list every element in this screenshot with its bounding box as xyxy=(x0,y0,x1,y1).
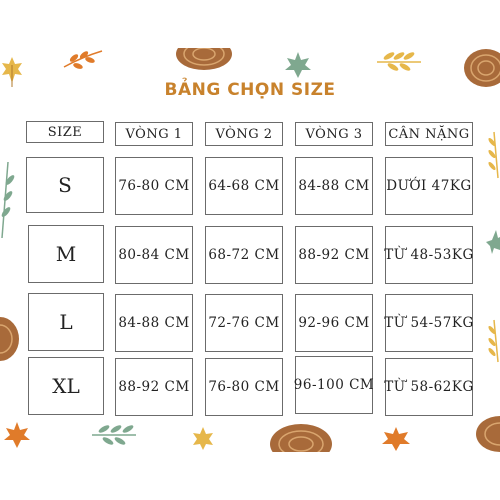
weight-cell: TỪ 58-62KG xyxy=(384,358,473,416)
vong-1-cell: 84-88 CM xyxy=(115,294,193,352)
leaf-sprig-icon xyxy=(488,319,499,363)
leaf-sprig-icon xyxy=(92,425,136,445)
autumn-leaf-icon xyxy=(193,427,213,450)
wood-slice-icon xyxy=(476,416,500,452)
vong-2-cell: 72-76 CM xyxy=(205,294,283,352)
size-cell: M xyxy=(28,225,104,283)
leaf-sprig-icon xyxy=(1,161,15,239)
vong-3-cell: 88-92 CM xyxy=(295,226,373,284)
vong-2-cell: 64-68 CM xyxy=(205,157,283,215)
size-cell: L xyxy=(28,293,104,351)
page-title: BẢNG CHỌN SIZE xyxy=(164,80,336,100)
vong-3-cell: 84-88 CM xyxy=(295,157,373,215)
header-can-nang: CÂN NẶNG xyxy=(385,122,473,146)
vong-3-cell: 96-100 CM xyxy=(294,356,374,414)
header-size: SIZE xyxy=(26,121,104,143)
vong-2-cell: 68-72 CM xyxy=(205,226,283,284)
vong-2-cell: 76-80 CM xyxy=(205,358,283,416)
weight-cell: TỪ 48-53KG xyxy=(384,226,473,284)
autumn-leaf-icon xyxy=(2,57,22,87)
size-cell: XL xyxy=(28,357,104,415)
header-vong-3: VÒNG 3 xyxy=(295,122,373,146)
maple-leaf-icon xyxy=(285,52,311,78)
leaf-sprig-icon xyxy=(377,52,421,71)
header-vong-1: VÒNG 1 xyxy=(115,122,193,146)
vong-1-cell: 80-84 CM xyxy=(115,226,193,284)
maple-leaf-icon xyxy=(486,230,500,254)
wood-slice-icon xyxy=(176,48,232,70)
leaf-sprig-icon xyxy=(488,131,499,179)
maple-leaf-icon xyxy=(382,427,410,451)
vong-1-cell: 88-92 CM xyxy=(115,358,193,416)
wood-slice-icon xyxy=(0,317,19,361)
weight-cell: DƯỚI 47KG xyxy=(385,157,473,215)
wood-slice-icon xyxy=(270,424,332,452)
size-cell: S xyxy=(26,157,104,213)
wood-slice-icon xyxy=(464,49,500,87)
vong-1-cell: 76-80 CM xyxy=(115,157,193,215)
vong-3-cell: 92-96 CM xyxy=(295,294,373,352)
maple-leaf-icon xyxy=(4,422,30,448)
leaf-sprig-icon xyxy=(63,50,103,69)
header-vong-2: VÒNG 2 xyxy=(205,122,283,146)
weight-cell: TỪ 54-57KG xyxy=(384,294,473,352)
